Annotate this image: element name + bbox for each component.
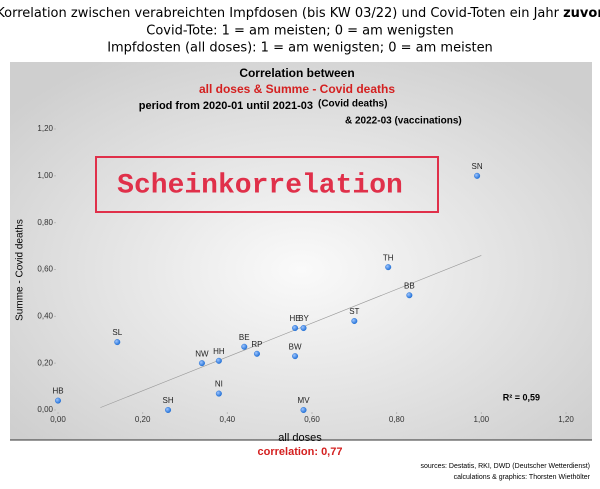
point xyxy=(114,339,121,346)
y-axis-label: Summe - Covid deaths xyxy=(15,219,26,321)
x-tick-label: 0,00 xyxy=(50,415,66,424)
source: calculations & graphics: Thorsten Wiethö… xyxy=(454,474,591,481)
period: period from 2020-01 until 2021-03 xyxy=(139,100,313,112)
trendline xyxy=(100,255,482,408)
y-tick-label: 0,80 xyxy=(37,218,53,227)
x-tick-label: 0,60 xyxy=(304,415,320,424)
point xyxy=(253,350,260,357)
point-label: RP xyxy=(251,340,262,349)
point-label: SH xyxy=(163,396,174,405)
chart-area xyxy=(10,62,592,440)
y-tick-label: 0,40 xyxy=(37,311,53,320)
y-tick-label: 1,20 xyxy=(37,124,53,133)
point-label: MV xyxy=(298,396,311,405)
point-label: BE xyxy=(239,333,250,342)
point xyxy=(351,318,358,325)
y-tick-label: 0,00 xyxy=(37,405,53,414)
point-label: BY xyxy=(298,314,309,323)
chart-title: Correlation between xyxy=(239,66,354,80)
y-tick-label: 1,00 xyxy=(37,171,53,180)
point-label: HB xyxy=(52,387,63,396)
point xyxy=(55,397,62,404)
header-emphasis: zuvor xyxy=(563,6,600,21)
point xyxy=(300,407,307,414)
point xyxy=(474,172,481,179)
point xyxy=(385,264,392,271)
point xyxy=(300,325,307,332)
source: sources: Destatis, RKI, DWD (Deutscher W… xyxy=(421,463,590,470)
point xyxy=(198,360,205,367)
header-line: Korrelation zwischen verabreichten Impfd… xyxy=(0,6,600,21)
point-label: TH xyxy=(383,253,394,262)
point xyxy=(165,407,172,414)
x-tick-label: 0,40 xyxy=(220,415,236,424)
header-text: Korrelation zwischen verabreichten Impfd… xyxy=(0,6,560,21)
x-tick-label: 1,20 xyxy=(558,415,574,424)
point xyxy=(215,390,222,397)
x-tick-label: 0,20 xyxy=(135,415,151,424)
point-label: ST xyxy=(349,307,359,316)
y-tick-label: 0,20 xyxy=(37,358,53,367)
x-tick-label: 0,80 xyxy=(389,415,405,424)
correlation: correlation: 0,77 xyxy=(258,446,343,458)
annotation-box xyxy=(95,156,439,213)
period-line: & 2022-03 (vaccinations) xyxy=(345,116,462,127)
annotation: Scheinkorrelation xyxy=(117,170,403,201)
r-squared: R² = 0,59 xyxy=(503,392,540,402)
point-label: BW xyxy=(289,342,302,351)
period-note: (Covid deaths) xyxy=(318,99,387,110)
point-label: SL xyxy=(112,328,122,337)
point xyxy=(292,353,299,360)
point-label: NI xyxy=(215,380,223,389)
point xyxy=(241,343,248,350)
x-axis-label: all doses xyxy=(278,432,322,444)
point xyxy=(406,292,413,299)
point-label: NW xyxy=(195,349,209,358)
x-tick-label: 1,00 xyxy=(474,415,490,424)
chart-subtitle: all doses & Summe - Covid deaths xyxy=(199,82,395,96)
y-tick-label: 0,60 xyxy=(37,265,53,274)
point xyxy=(215,357,222,364)
header-line: Covid-Tote: 1 = am meisten; 0 = am wenig… xyxy=(146,24,454,39)
point xyxy=(292,325,299,332)
point-label: HE xyxy=(290,314,301,323)
point-label: SN xyxy=(472,162,483,171)
point-label: HH xyxy=(213,347,225,356)
header-line: Impfdosten (all doses): 1 = am wenigsten… xyxy=(107,41,493,56)
point-label: BB xyxy=(404,281,415,290)
